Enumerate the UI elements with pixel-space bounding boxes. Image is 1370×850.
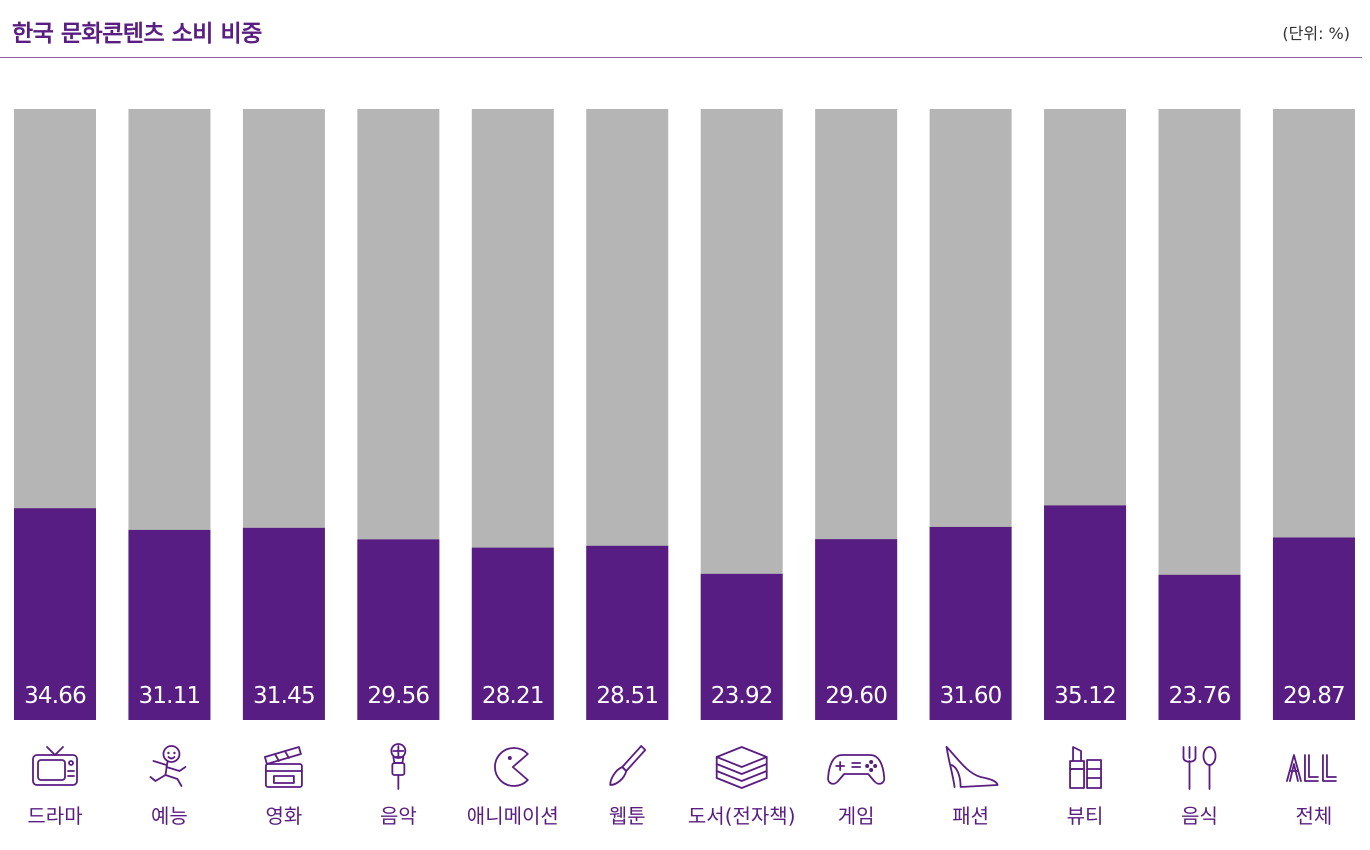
microphone-icon xyxy=(390,743,407,790)
data-label: 35.12 xyxy=(1054,683,1116,709)
pacman-icon xyxy=(494,747,529,787)
bar xyxy=(357,539,440,720)
title-divider xyxy=(0,57,1362,58)
high-heel-icon xyxy=(945,746,999,788)
category-label: 영화 xyxy=(265,804,302,828)
data-label: 29.60 xyxy=(825,683,887,709)
data-label: 29.87 xyxy=(1283,683,1345,709)
data-label: 34.66 xyxy=(24,683,86,709)
chart-title: 한국 문화콘텐츠 소비 비중 xyxy=(12,21,262,47)
data-label: 23.76 xyxy=(1169,683,1231,709)
clapperboard-icon xyxy=(263,746,303,788)
category-label: 음악 xyxy=(380,804,417,828)
tv-icon xyxy=(32,746,78,786)
bar xyxy=(815,539,898,720)
category-label: 예능 xyxy=(151,804,188,828)
bar xyxy=(929,526,1012,720)
bar xyxy=(14,508,96,720)
bar xyxy=(700,573,783,720)
data-label: 29.56 xyxy=(367,683,429,709)
category-label: 도서(전자책) xyxy=(688,804,796,828)
category-label: 웹툰 xyxy=(609,804,646,828)
category-label: 애니메이션 xyxy=(467,804,559,828)
bar xyxy=(586,545,669,720)
bar xyxy=(1272,537,1355,720)
data-label: 31.11 xyxy=(139,683,201,709)
data-label: 31.60 xyxy=(940,683,1002,709)
category-label: 음식 xyxy=(1181,804,1218,828)
all-icon xyxy=(1286,754,1337,782)
lipstick-icon xyxy=(1069,746,1102,789)
bar xyxy=(242,527,325,720)
bar xyxy=(1158,574,1241,720)
data-label: 28.51 xyxy=(596,683,658,709)
data-label: 23.92 xyxy=(711,683,773,709)
gamepad-icon xyxy=(827,754,886,785)
bar xyxy=(471,547,554,720)
category-label: 패션 xyxy=(952,804,989,828)
fork-spoon-icon xyxy=(1182,746,1217,790)
data-label: 28.21 xyxy=(482,683,544,709)
category-label: 전체 xyxy=(1296,804,1333,828)
bar xyxy=(128,529,211,720)
books-icon xyxy=(715,746,768,789)
paintbrush-icon xyxy=(609,745,647,786)
bar xyxy=(1044,505,1127,720)
dancer-icon xyxy=(149,745,187,787)
category-label: 드라마 xyxy=(27,804,82,828)
data-label: 31.45 xyxy=(253,683,315,709)
unit-label: (단위: %) xyxy=(1282,24,1350,43)
category-label: 뷰티 xyxy=(1067,804,1104,828)
category-label: 게임 xyxy=(838,804,875,828)
